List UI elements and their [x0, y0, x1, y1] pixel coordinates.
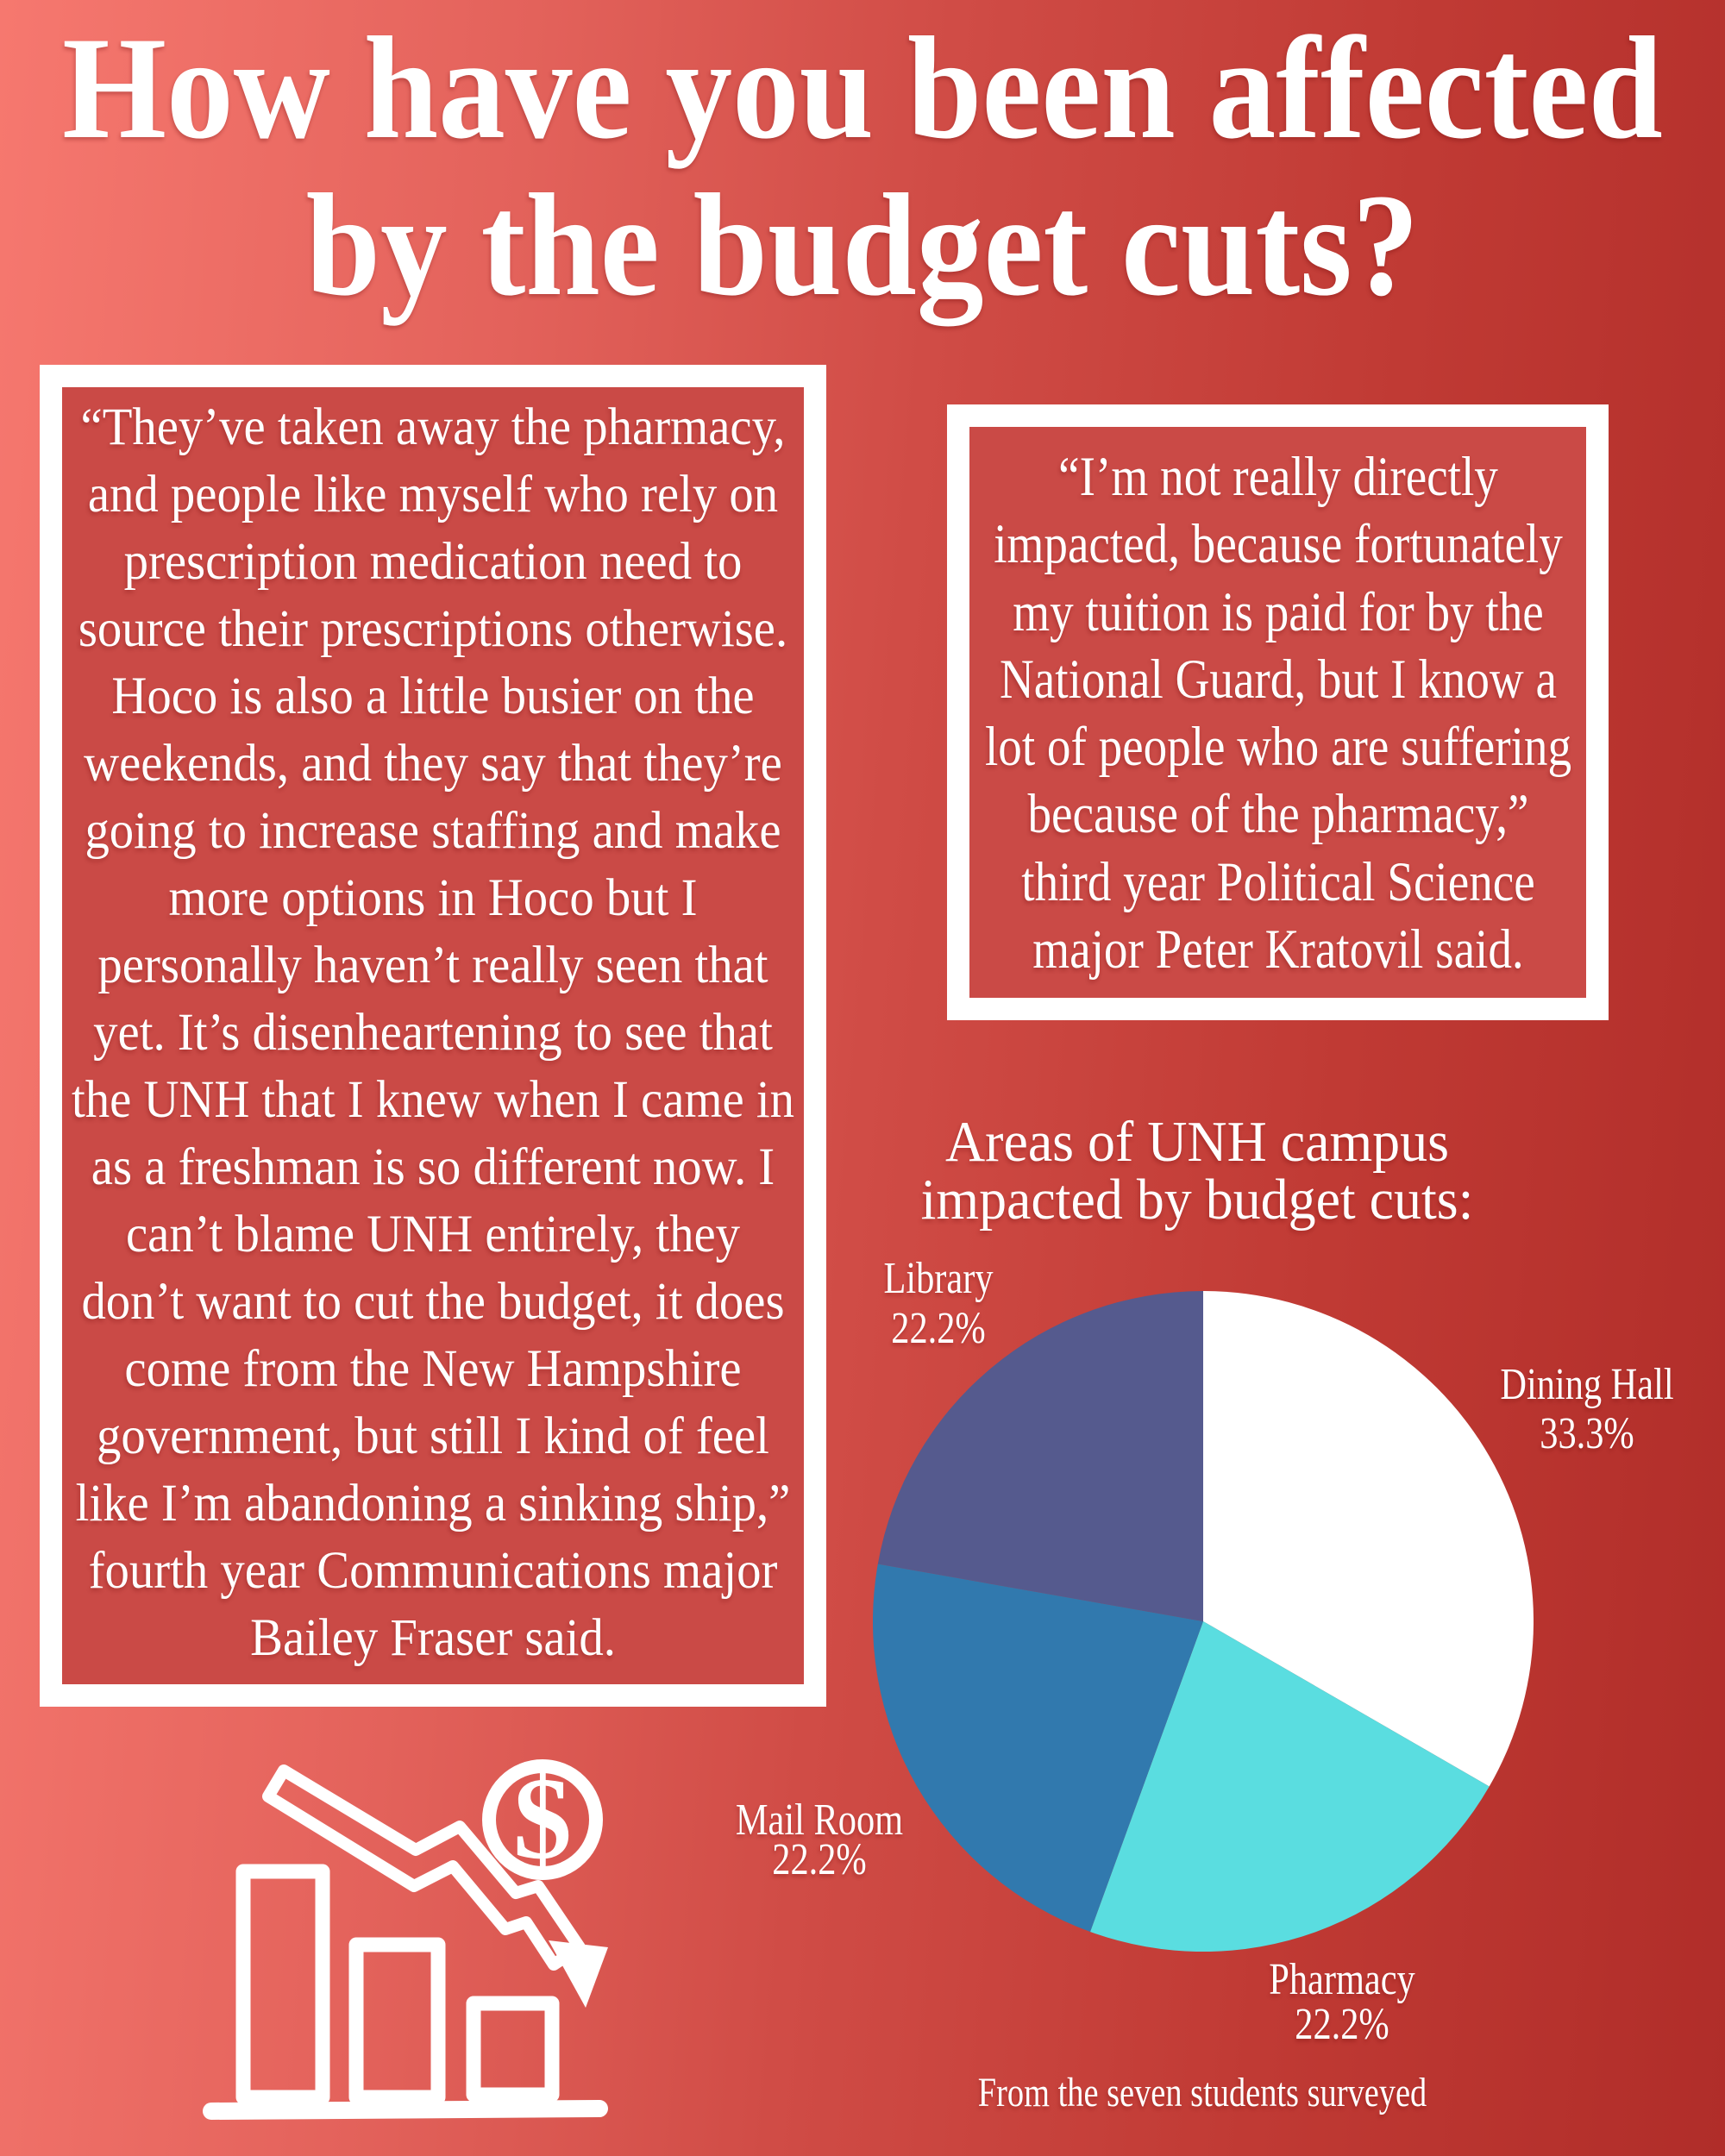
svg-text:$: $ [513, 1754, 572, 1883]
